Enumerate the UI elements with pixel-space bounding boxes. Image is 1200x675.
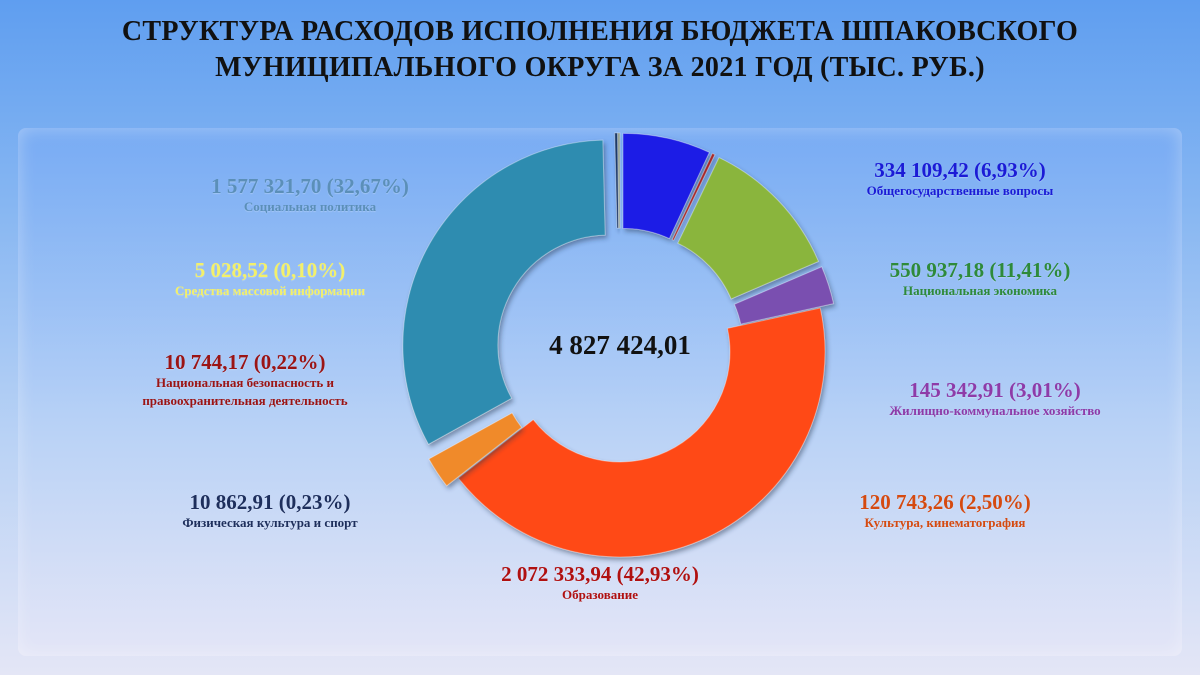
chart-title-line2: МУНИЦИПАЛЬНОГО ОКРУГА ЗА 2021 ГОД (ТЫС. …: [215, 52, 985, 83]
label-social-policy: 1 577 321,70 (32,67%) Социальная политик…: [160, 174, 460, 216]
category-label: Физическая культура и спорт: [182, 515, 358, 530]
center-total-label: 4 827 424,01: [549, 330, 691, 360]
value-label: 145 342,91 (3,01%): [909, 378, 1081, 402]
label-housing-utilities: 145 342,91 (3,01%) Жилищно-коммунальное …: [845, 378, 1145, 420]
donut-slice-общегосударственные-вопросы: [622, 132, 710, 240]
value-label: 10 744,17 (0,22%): [164, 350, 326, 374]
label-education: 2 072 333,94 (42,93%) Образование: [440, 562, 760, 604]
category-label: Образование: [562, 587, 638, 602]
category-label: Средства массовой информации: [174, 283, 366, 298]
donut-slice-культура-кинематография: [428, 412, 523, 487]
donut-slice-средства-массовой-информации: [617, 132, 621, 229]
value-label: 2 072 333,94 (42,93%): [501, 562, 699, 586]
chart-title-line1: СТРУКТУРА РАСХОДОВ ИСПОЛНЕНИЯ БЮДЖЕТА ШП…: [121, 16, 1079, 47]
label-general-state-issues: 334 109,42 (6,93%) Общегосударственные в…: [810, 158, 1110, 200]
value-label: 10 862,91 (0,23%): [189, 490, 351, 514]
category-label: Жилищно-коммунальное хозяйство: [889, 403, 1101, 418]
value-label: 5 028,52 (0,10%): [194, 258, 346, 282]
label-culture: 120 743,26 (2,50%) Культура, кинематогра…: [795, 490, 1095, 532]
label-mass-media: 5 028,52 (0,10%) Средства массовой инфор…: [120, 258, 420, 300]
value-label: 1 577 321,70 (32,67%): [211, 174, 409, 198]
label-national-security: 10 744,17 (0,22%) Национальная безопасно…: [90, 350, 400, 410]
value-label: 550 937,18 (11,41%): [889, 258, 1071, 282]
label-sport: 10 862,91 (0,23%) Физическая культура и …: [120, 490, 420, 532]
label-national-economy: 550 937,18 (11,41%) Национальная экономи…: [830, 258, 1130, 300]
category-label: Социальная политика: [243, 199, 377, 214]
value-label: 120 743,26 (2,50%): [859, 490, 1031, 514]
category-label: Национальная безопасность и правоохранит…: [142, 375, 348, 408]
category-label: Общегосударственные вопросы: [866, 183, 1054, 198]
donut-slice-социальная-политика: [402, 139, 606, 445]
category-label: Культура, кинематография: [864, 515, 1026, 530]
donut-slice-национальная-экономика: [677, 156, 820, 300]
category-label: Национальная экономика: [903, 283, 1057, 298]
value-label: 334 109,42 (6,93%): [874, 158, 1046, 182]
donut-slice-образование: [457, 307, 826, 558]
donut-slice-жилищно-коммунальное-хозяйство: [733, 266, 835, 325]
donut-slice-национальная-безопасность-и-правоохранительная-деятельность: [671, 152, 716, 241]
chart-title: СТРУКТУРА РАСХОДОВ ИСПОЛНЕНИЯ БЮДЖЕТА ШП…: [0, 14, 1200, 86]
